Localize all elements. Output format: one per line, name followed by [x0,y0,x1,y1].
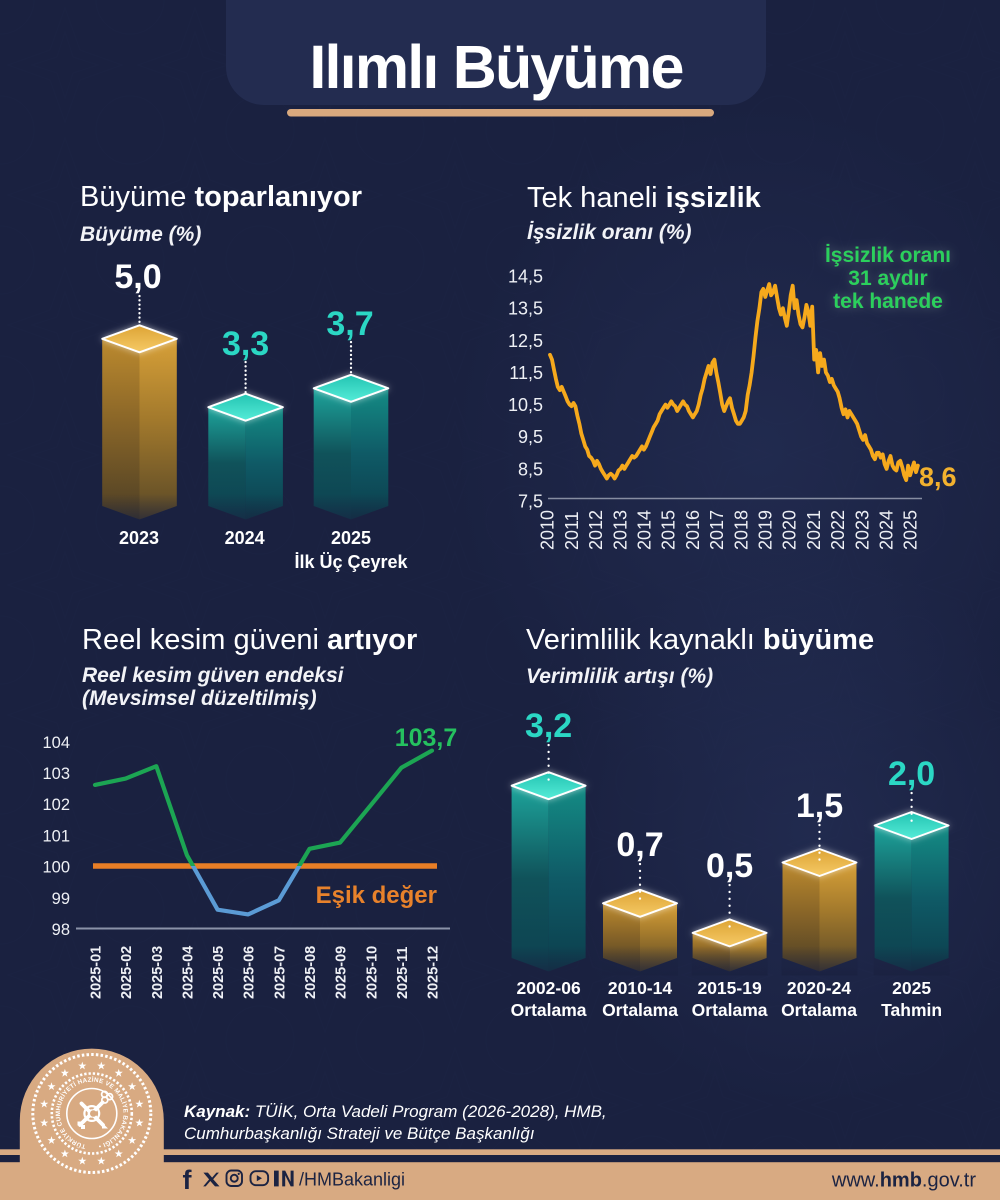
svg-text:Büyüme (%): Büyüme (%) [80,223,201,246]
svg-text:3,3: 3,3 [222,325,269,363]
svg-text:2025-11: 2025-11 [395,947,411,999]
svg-text:2015: 2015 [659,510,679,550]
svg-text:2025-09: 2025-09 [334,946,350,999]
svg-text:2025-07: 2025-07 [272,946,288,999]
svg-text:2025-06: 2025-06 [242,946,258,999]
svg-text:3,7: 3,7 [326,305,373,343]
svg-text:Tek haneli işsizlik: Tek haneli işsizlik [527,182,762,214]
svg-text:98: 98 [52,921,70,939]
svg-text:Kaynak: TÜİK, Orta Vadeli Prog: Kaynak: TÜİK, Orta Vadeli Program (2026-… [184,1102,607,1121]
svg-text:Cumhurbaşkanlığı Strateji ve B: Cumhurbaşkanlığı Strateji ve Bütçe Başka… [184,1124,535,1143]
svg-text:Ortalama: Ortalama [602,1000,678,1020]
svg-text:31 aydır: 31 aydır [848,267,927,290]
svg-text:Verimlilik kaynaklı büyüme: Verimlilik kaynaklı büyüme [526,624,874,656]
svg-text:Ortalama: Ortalama [511,1000,587,1020]
svg-text:2,0: 2,0 [888,755,935,793]
svg-text:2025-04: 2025-04 [180,946,196,999]
svg-text:/HMBakanligi: /HMBakanligi [299,1170,405,1190]
svg-text:101: 101 [42,827,70,845]
svg-text:Reel kesim güven endeksi: Reel kesim güven endeksi [82,664,345,687]
svg-text:8,6: 8,6 [919,462,957,492]
svg-text:2025: 2025 [901,510,921,550]
svg-text:3,2: 3,2 [525,707,572,745]
svg-text:2025-01: 2025-01 [89,946,105,999]
svg-text:2014: 2014 [635,510,655,550]
svg-text:2015-19: 2015-19 [697,978,761,998]
svg-text:Tahmin: Tahmin [881,1000,942,1020]
svg-text:2023: 2023 [119,528,159,548]
svg-text:Ortalama: Ortalama [692,1000,768,1020]
svg-text:Ortalama: Ortalama [781,1000,857,1020]
svg-text:9,5: 9,5 [518,427,543,447]
svg-text:İlk Üç Çeyrek: İlk Üç Çeyrek [294,552,408,572]
svg-text:2016: 2016 [683,510,703,550]
svg-text:2024: 2024 [877,510,897,550]
svg-text:2025-05: 2025-05 [211,946,227,999]
svg-text:Ilımlı Büyüme: Ilımlı Büyüme [309,33,682,101]
svg-text:13,5: 13,5 [508,299,543,319]
svg-text:2025: 2025 [331,528,371,548]
svg-text:99: 99 [52,890,70,908]
svg-text:2010: 2010 [538,510,558,550]
svg-text:0,5: 0,5 [706,847,753,885]
svg-text:Reel kesim güveni artıyor: Reel kesim güveni artıyor [82,624,417,656]
svg-text:2025-02: 2025-02 [119,946,135,999]
svg-text:2025-08: 2025-08 [303,946,319,999]
svg-text:2017: 2017 [707,510,727,550]
svg-text:2024: 2024 [225,528,265,548]
svg-text:103: 103 [42,765,70,783]
svg-text:f: f [183,1165,193,1195]
svg-text:Eşik değer: Eşik değer [316,882,437,909]
svg-text:2025-12: 2025-12 [426,946,442,999]
svg-text:2022: 2022 [828,510,848,550]
svg-text:12,5: 12,5 [508,331,543,351]
svg-text:5,0: 5,0 [114,258,161,296]
svg-text:8,5: 8,5 [518,459,543,479]
svg-text:2019: 2019 [756,510,776,550]
svg-text:Verimlilik artışı (%): Verimlilik artışı (%) [526,665,713,688]
svg-text:Büyüme toparlanıyor: Büyüme toparlanıyor [80,181,362,213]
svg-text:11,5: 11,5 [509,363,543,383]
svg-text:2020-24: 2020-24 [787,978,851,998]
svg-text:İşsizlik oranı: İşsizlik oranı [825,244,951,267]
svg-text:2011: 2011 [562,511,582,550]
svg-text:1,5: 1,5 [796,787,843,825]
svg-text:tek hanede: tek hanede [833,290,943,313]
svg-text:2012: 2012 [586,510,606,550]
svg-text:102: 102 [42,796,70,814]
svg-text:7,5: 7,5 [518,492,543,512]
svg-text:2025-03: 2025-03 [150,946,166,999]
svg-text:2025: 2025 [892,978,931,998]
svg-text:2010-14: 2010-14 [608,978,672,998]
svg-text:www.hmb.gov.tr: www.hmb.gov.tr [831,1170,976,1192]
svg-text:2025-10: 2025-10 [364,946,380,999]
svg-text:2020: 2020 [780,510,800,550]
svg-text:2018: 2018 [731,510,751,550]
svg-text:100: 100 [42,859,70,877]
svg-text:10,5: 10,5 [508,395,543,415]
svg-text:(Mevsimsel düzeltilmiş): (Mevsimsel düzeltilmiş) [82,687,317,710]
svg-text:2023: 2023 [852,510,872,550]
svg-text:2013: 2013 [610,510,630,550]
svg-text:14,5: 14,5 [508,267,543,287]
svg-text:İşsizlik oranı (%): İşsizlik oranı (%) [527,221,692,244]
svg-text:103,7: 103,7 [395,724,458,752]
svg-text:2021: 2021 [804,510,824,550]
svg-text:2002-06: 2002-06 [516,978,580,998]
svg-text:0,7: 0,7 [616,826,663,864]
svg-text:104: 104 [42,734,70,752]
